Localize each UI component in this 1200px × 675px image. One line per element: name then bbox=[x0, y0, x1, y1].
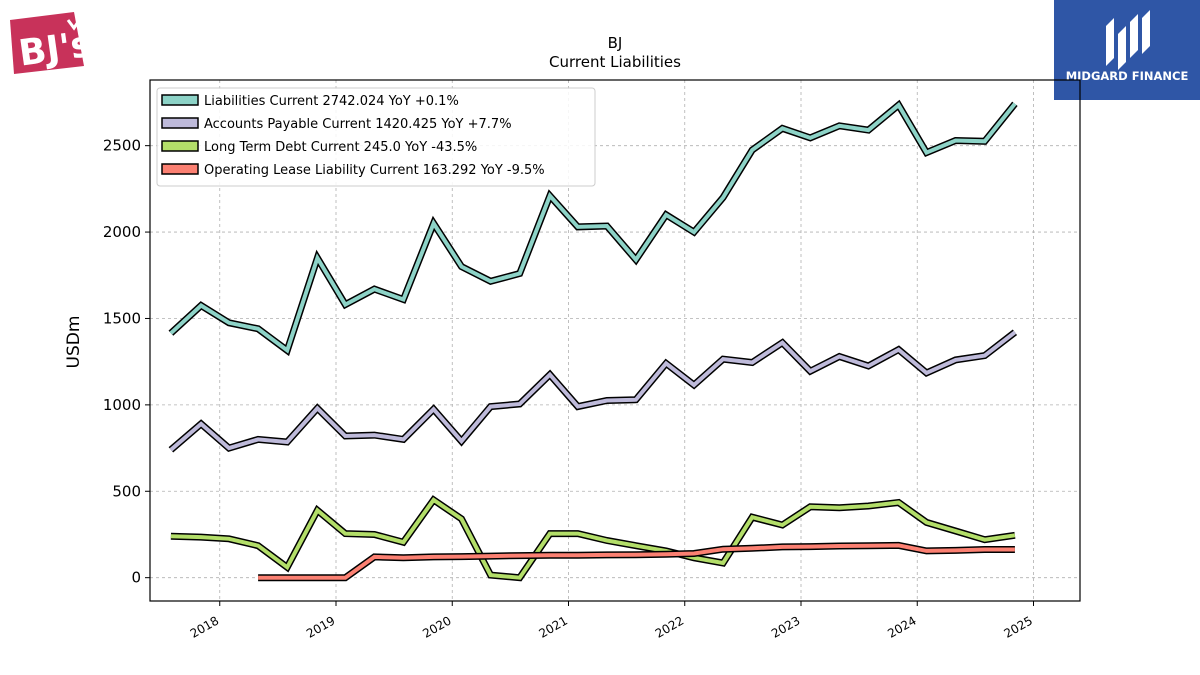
chart-subtitle: Current Liabilities bbox=[549, 53, 681, 71]
plot-frame bbox=[149, 79, 1081, 602]
bjs-logo: BJ's bbox=[8, 8, 95, 82]
y-tick-label: 500 bbox=[112, 482, 141, 500]
x-axis: 2018 2019 2020 2021 2022 2023 2024 2025 bbox=[188, 601, 1035, 641]
series-line-3 bbox=[170, 497, 1016, 580]
x-tick-label: 2019 bbox=[304, 613, 337, 640]
x-tick-label: 2020 bbox=[420, 613, 453, 640]
series-outline-4 bbox=[258, 541, 1015, 582]
legend-label-3: Long Term Debt Current 245.0 YoY -43.5% bbox=[204, 140, 477, 155]
legend-label-1: Liabilities Current 2742.024 YoY +0.1% bbox=[204, 94, 459, 109]
x-tick-label: 2024 bbox=[885, 613, 918, 640]
legend-label-2: Accounts Payable Current 1420.425 YoY +7… bbox=[204, 117, 512, 132]
legend-swatch-3 bbox=[161, 140, 199, 152]
legend: Liabilities Current 2742.024 YoY +0.1% Ac… bbox=[156, 87, 596, 187]
legend-box bbox=[156, 87, 596, 187]
y-tick-label: 2000 bbox=[103, 223, 141, 241]
svg-text:BJ's: BJ's bbox=[16, 24, 92, 75]
sponsor-name: MIDGARD FINANCE bbox=[1065, 69, 1189, 83]
legend-swatch-4 bbox=[161, 163, 199, 175]
midgard-finance-logo: MIDGARD FINANCE bbox=[1054, 0, 1200, 100]
y-tick-label: 1000 bbox=[103, 396, 141, 414]
x-tick-label: 2021 bbox=[537, 613, 570, 640]
x-tick-label: 2023 bbox=[769, 613, 802, 640]
y-axis: 0 500 1000 1500 2000 2500 bbox=[103, 137, 150, 587]
chart-title: BJ bbox=[608, 34, 623, 52]
legend-swatch-1 bbox=[161, 94, 199, 106]
legend-swatch-2 bbox=[161, 117, 199, 129]
midgard-finance-emblem bbox=[1106, 10, 1150, 70]
series-line-1 bbox=[169, 102, 1017, 354]
bjs-logo-graphic: BJ's bbox=[10, 9, 95, 75]
y-tick-label: 0 bbox=[131, 569, 141, 587]
x-tick-label: 2018 bbox=[188, 613, 221, 640]
x-tick-label: 2022 bbox=[653, 613, 686, 640]
x-tick-label: 2025 bbox=[1002, 613, 1035, 640]
y-tick-label: 2500 bbox=[103, 137, 141, 155]
y-axis-label: USDm bbox=[64, 316, 84, 369]
y-tick-label: 1500 bbox=[103, 309, 141, 327]
series-line-2 bbox=[169, 330, 1017, 452]
legend-label-4: Operating Lease Liability Current 163.29… bbox=[204, 163, 545, 178]
series-line-4 bbox=[258, 543, 1015, 580]
series-lines bbox=[168, 99, 1018, 582]
